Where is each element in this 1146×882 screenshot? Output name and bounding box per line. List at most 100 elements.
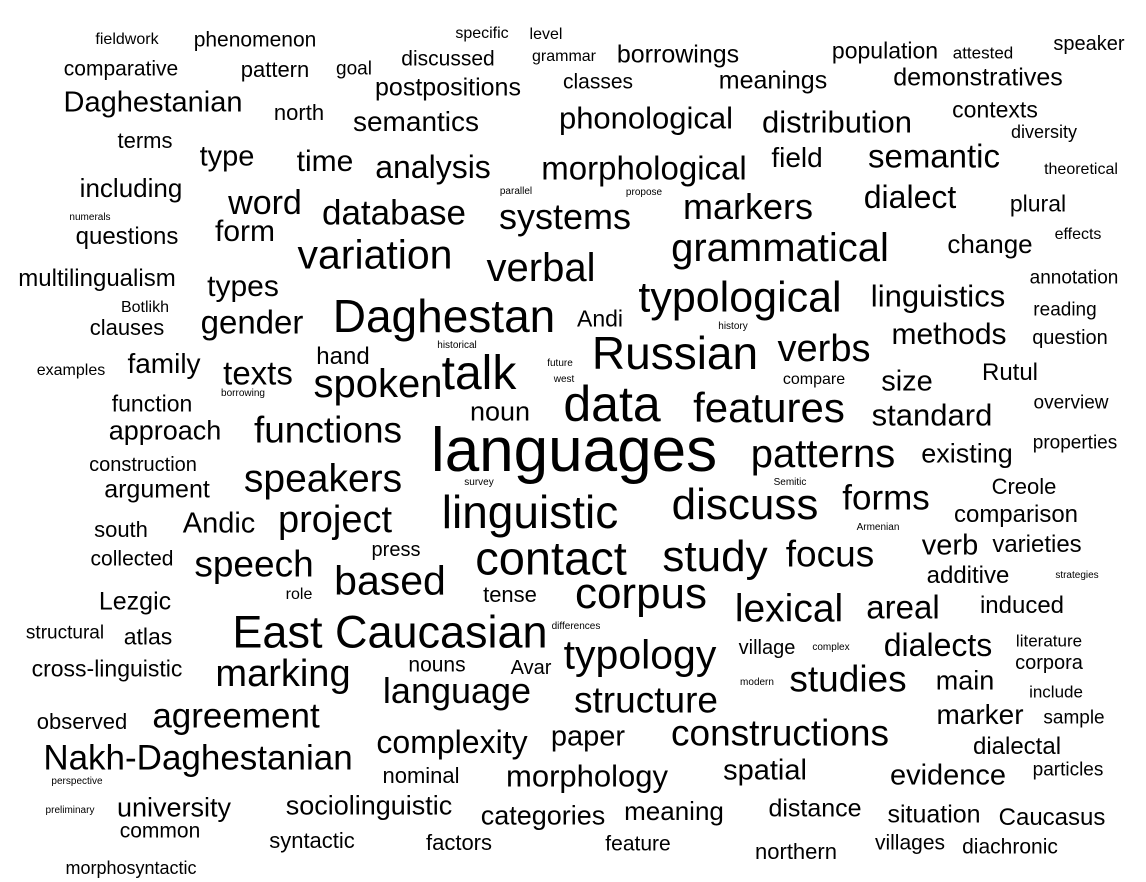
cloud-word: contact [475,531,627,585]
cloud-word: west [553,374,575,385]
cloud-word: annotation [1029,267,1119,289]
cloud-word: borrowings [616,40,740,69]
cloud-word: constructions [671,712,889,754]
cloud-word: northern [755,839,837,864]
cloud-word: corpus [574,569,708,618]
cloud-word: particles [1032,759,1104,781]
cloud-word: history [718,321,748,332]
cloud-word: noun [469,396,531,427]
cloud-word: preliminary [45,805,95,816]
cloud-word: speaker [1053,33,1125,55]
cloud-word: morphology [506,758,668,794]
cloud-word: pattern [240,57,310,82]
cloud-word: standard [871,397,993,433]
cloud-word: sample [1043,707,1105,729]
cloud-word: distance [768,794,862,823]
cloud-word: verbal [486,246,596,290]
cloud-word: discuss [671,480,819,529]
cloud-word: historical [437,340,477,351]
cloud-word: field [771,142,823,173]
cloud-word: Creole [991,474,1057,499]
cloud-word: change [947,229,1033,259]
cloud-word: languages [430,416,718,485]
cloud-word: time [296,145,354,178]
cloud-word: texts [223,354,293,392]
cloud-word: complexity [376,724,528,760]
cloud-word: sociolinguistic [285,790,453,821]
cloud-word: terms [117,128,173,153]
cloud-word: plural [1009,190,1067,217]
cloud-word: morphosyntactic [65,858,197,878]
cloud-word: construction [89,454,197,476]
cloud-word: linguistic [441,486,619,538]
cloud-word: agreement [152,696,320,736]
cloud-word: phonological [558,100,734,136]
cloud-word: main [935,665,995,696]
cloud-word: clauses [89,315,165,340]
cloud-word: verb [921,529,979,562]
cloud-word: markers [682,186,814,227]
cloud-word: Lezgic [98,587,172,616]
cloud-word: speakers [243,457,403,501]
cloud-word: evidence [889,759,1007,792]
cloud-word: linguistics [870,278,1006,314]
cloud-word: East Caucasian [232,606,548,658]
cloud-word: paper [550,720,626,753]
cloud-word: corpora [1015,652,1083,674]
cloud-word: comparison [953,501,1079,528]
cloud-word: perspective [51,776,103,787]
cloud-word: based [334,557,446,604]
cloud-word: role [285,586,313,603]
cloud-word: study [662,532,768,581]
cloud-word: induced [979,592,1065,619]
cloud-word: varieties [992,531,1082,558]
cloud-word: attested [952,43,1014,63]
cloud-word: survey [464,477,494,488]
cloud-word: nouns [408,653,466,677]
cloud-word: semantic [867,137,1001,175]
cloud-word: hand [316,343,370,370]
cloud-word: syntactic [269,828,355,853]
cloud-word: Daghestan [332,290,556,342]
cloud-word: future [547,358,573,369]
cloud-word: variation [297,231,453,278]
cloud-word: grammar [531,48,597,65]
cloud-word: borrowing [221,388,265,399]
cloud-word: diachronic [962,835,1058,859]
cloud-word: approach [108,415,222,446]
cloud-word: categories [480,800,606,831]
cloud-word: project [277,499,393,541]
cloud-word: comparative [63,57,179,81]
cloud-word: argument [104,475,210,504]
cloud-word: specific [455,25,509,42]
cloud-word: gender [200,303,304,341]
cloud-word: situation [887,800,981,829]
cloud-word: studies [789,658,907,700]
cloud-word: grammatical [671,226,889,270]
cloud-word: north [273,100,325,125]
cloud-word: type [199,140,255,173]
cloud-word: Botlikh [120,299,170,316]
cloud-word: contexts [952,96,1038,123]
cloud-word: Rutul [981,359,1039,386]
cloud-word: lexical [734,587,844,631]
cloud-word: observed [36,709,128,734]
cloud-word: demonstratives [893,63,1063,92]
cloud-word: compare [782,371,846,388]
cloud-word: effects [1054,226,1102,243]
cloud-word: modern [740,677,774,688]
cloud-word: analysis [375,149,491,185]
cloud-word: dialectal [972,733,1062,760]
cloud-word: collected [90,547,174,571]
cloud-word: data [563,376,661,432]
cloud-word: classes [562,70,634,94]
cloud-word: goal [336,58,372,80]
cloud-word: tense [483,582,537,607]
cloud-word: structure [574,679,718,721]
cloud-word: nominal [382,763,460,788]
cloud-word: typology [563,631,717,678]
cloud-word: including [79,173,183,203]
cloud-word: size [881,365,933,398]
cloud-word: overview [1033,392,1109,414]
cloud-word: focus [785,533,875,575]
